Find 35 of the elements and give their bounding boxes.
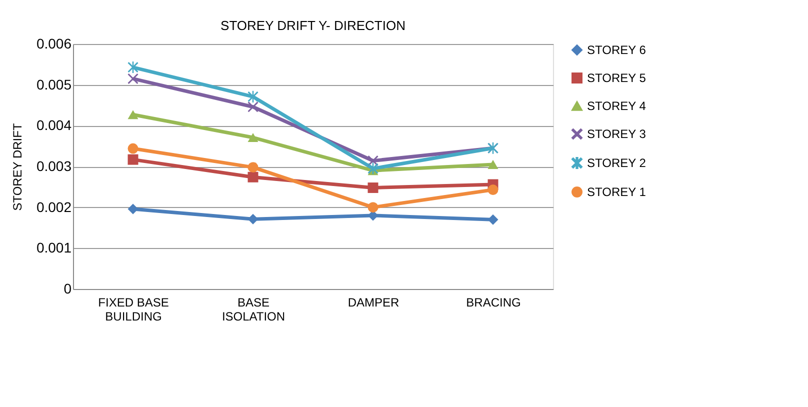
point [248, 172, 258, 182]
point [128, 154, 138, 165]
legend-label: STOREY 4 [587, 99, 646, 113]
y-tick-label: 0.002 [36, 198, 72, 215]
legend-label: STOREY 5 [587, 71, 646, 85]
point [368, 162, 378, 174]
y-tick-label: 0.001 [36, 240, 72, 256]
x-tick-label: FIXED BASE BUILDING [98, 296, 169, 324]
point [248, 132, 258, 142]
chart-title: STOREY DRIFT Y- DIRECTION [220, 18, 406, 33]
legend-label: STOREY 1 [587, 185, 646, 199]
point [488, 184, 498, 196]
point [128, 143, 138, 154]
x-tick-label: BASE ISOLATION [222, 296, 286, 324]
point [248, 102, 258, 112]
legend-label: STOREY 2 [587, 156, 646, 170]
point [488, 214, 498, 225]
point [368, 202, 378, 213]
y-tick-label: 0.003 [36, 158, 72, 174]
point [128, 204, 138, 214]
legend-label: STOREY 6 [587, 43, 646, 57]
x-tick-label: BRACING [466, 296, 521, 310]
point [488, 160, 498, 169]
point [248, 214, 258, 224]
y-tick-label: 0.005 [36, 76, 72, 92]
x-tick-label: DAMPER [348, 296, 400, 310]
legend-label: STOREY 3 [587, 127, 646, 141]
y-tick-label: 0.004 [36, 117, 72, 134]
point [248, 162, 258, 173]
y-tick-label: 0 [64, 280, 72, 296]
point [368, 182, 378, 193]
y-tick-label: 0.006 [36, 36, 72, 52]
point [128, 73, 138, 84]
y-axis-title: STOREY DRIFT [10, 122, 24, 211]
point [128, 110, 138, 120]
